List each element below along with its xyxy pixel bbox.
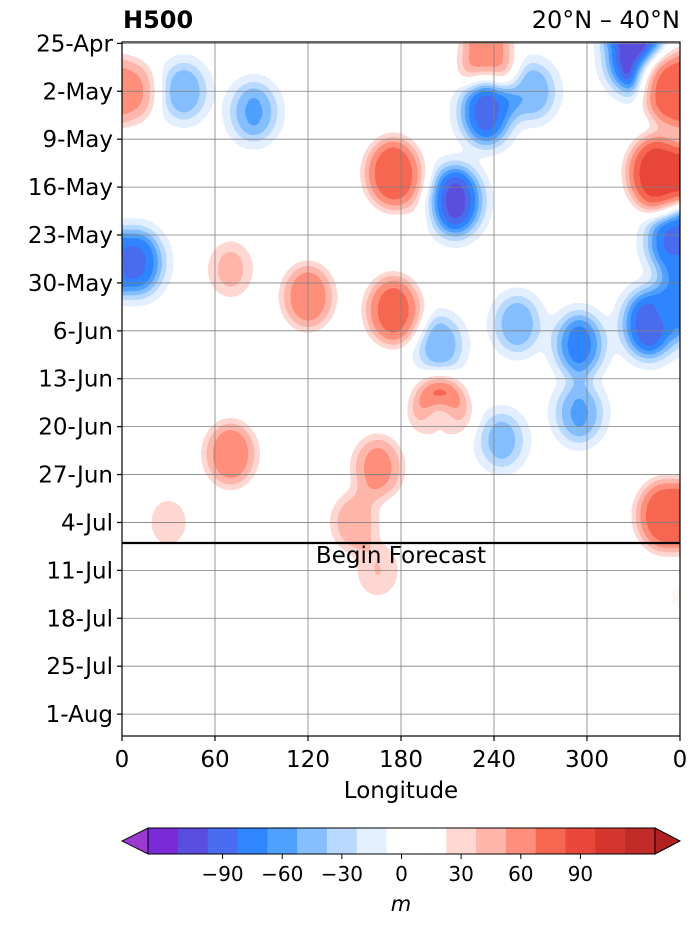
- x-tick-label: 0: [673, 747, 688, 773]
- y-tick-label: 20-Jun: [38, 415, 113, 441]
- y-tick-label: 23-May: [28, 223, 113, 249]
- colorbar-segment: [207, 828, 238, 854]
- anomaly-blob: [554, 381, 604, 445]
- y-tick-label: 11-Jul: [46, 558, 113, 584]
- anomaly-blob: [552, 309, 606, 380]
- anomaly-blob: [458, 74, 515, 150]
- y-tick-label: 18-Jul: [46, 606, 113, 632]
- x-tick-label: 60: [200, 747, 229, 773]
- plot-area: Begin Forecast: [121, 41, 681, 737]
- anomaly-blob: [637, 480, 680, 552]
- y-tick-label: 27-Jun: [38, 463, 113, 489]
- colorbar-segment: [177, 828, 209, 854]
- anomaly-blob: [415, 313, 464, 376]
- y-tick-label: 25-Apr: [36, 31, 113, 57]
- colorbar-segment: [326, 828, 358, 854]
- colorbar-segment: [446, 828, 477, 854]
- anomaly-blob: [353, 435, 403, 500]
- anomaly-blob: [644, 205, 680, 279]
- anomaly-blob: [628, 136, 680, 211]
- colorbar-segment: [148, 828, 179, 854]
- colorbar-label: m: [391, 892, 411, 916]
- y-tick-label: 1-Aug: [46, 702, 113, 728]
- anomaly-blob: [366, 275, 420, 345]
- x-tick-label: 120: [286, 747, 330, 773]
- colorbar-tick-label: −90: [201, 862, 243, 886]
- colorbar-segment: [535, 828, 567, 854]
- chart-title-left: H500: [123, 6, 194, 34]
- colorbar-segment: [386, 828, 417, 854]
- colorbar-segment: [267, 828, 298, 854]
- anomaly-blob: [207, 240, 254, 299]
- anomaly-blob: [493, 292, 542, 355]
- y-tick-label: 16-May: [28, 175, 113, 201]
- colorbar-under-arrow: [120, 827, 149, 855]
- anomaly-blob: [366, 137, 421, 209]
- y-tick-label: 6-Jun: [53, 319, 113, 345]
- colorbar-tick-label: 0: [395, 862, 408, 886]
- x-tick-label: 0: [115, 747, 130, 773]
- colorbar-tick-label: 60: [508, 862, 533, 886]
- colorbar-segment: [625, 828, 656, 854]
- anomaly-field: [122, 42, 680, 736]
- x-axis-label: Longitude: [344, 778, 458, 804]
- y-tick-label: 2-May: [43, 79, 113, 105]
- y-tick-label: 25-Jul: [46, 654, 113, 680]
- begin-forecast-label: Begin Forecast: [316, 543, 486, 569]
- anomaly-blob: [205, 421, 256, 487]
- colorbar-segment: [356, 828, 388, 854]
- anomaly-blob: [478, 410, 526, 471]
- y-tick-label: 4-Jul: [61, 510, 113, 536]
- colorbar-tick-label: 30: [448, 862, 473, 886]
- anomaly-blob: [653, 262, 680, 332]
- colorbar-tick-label: 90: [568, 862, 593, 886]
- colorbar-segment: [476, 828, 507, 854]
- colorbar-segment: [416, 828, 447, 854]
- colorbar-segment: [297, 828, 328, 854]
- grid-lines: [122, 42, 680, 736]
- colorbar-segment: [595, 828, 626, 854]
- colorbar-segment: [237, 828, 268, 854]
- chart-title-right: 20°N – 40°N: [531, 6, 680, 34]
- anomaly-blob: [122, 225, 166, 299]
- colorbar-segment: [565, 828, 596, 854]
- colorbar-tick-label: −30: [321, 862, 363, 886]
- x-tick-label: 240: [472, 747, 516, 773]
- x-tick-label: 300: [565, 747, 609, 773]
- anomaly-blob: [651, 572, 680, 624]
- y-axis: 25-Apr 2-May 9-May 16-May 23-May 30-May 6-Jun 1…: [28, 31, 122, 728]
- y-tick-label: 13-Jun: [38, 367, 113, 393]
- colorbar-over-arrow: [654, 827, 682, 855]
- x-tick-label: 180: [379, 747, 423, 773]
- anomaly-blob: [425, 161, 485, 240]
- colorbar-segment: [505, 828, 537, 854]
- x-axis: 0 60 120 180 240 300 0: [115, 736, 688, 773]
- anomaly-blob: [229, 79, 279, 144]
- colorbar: −90 −60 −30 0 30 60 90: [120, 827, 682, 886]
- y-tick-label: 9-May: [43, 127, 113, 153]
- y-tick-label: 30-May: [28, 271, 113, 297]
- colorbar-tick-label: −60: [261, 862, 303, 886]
